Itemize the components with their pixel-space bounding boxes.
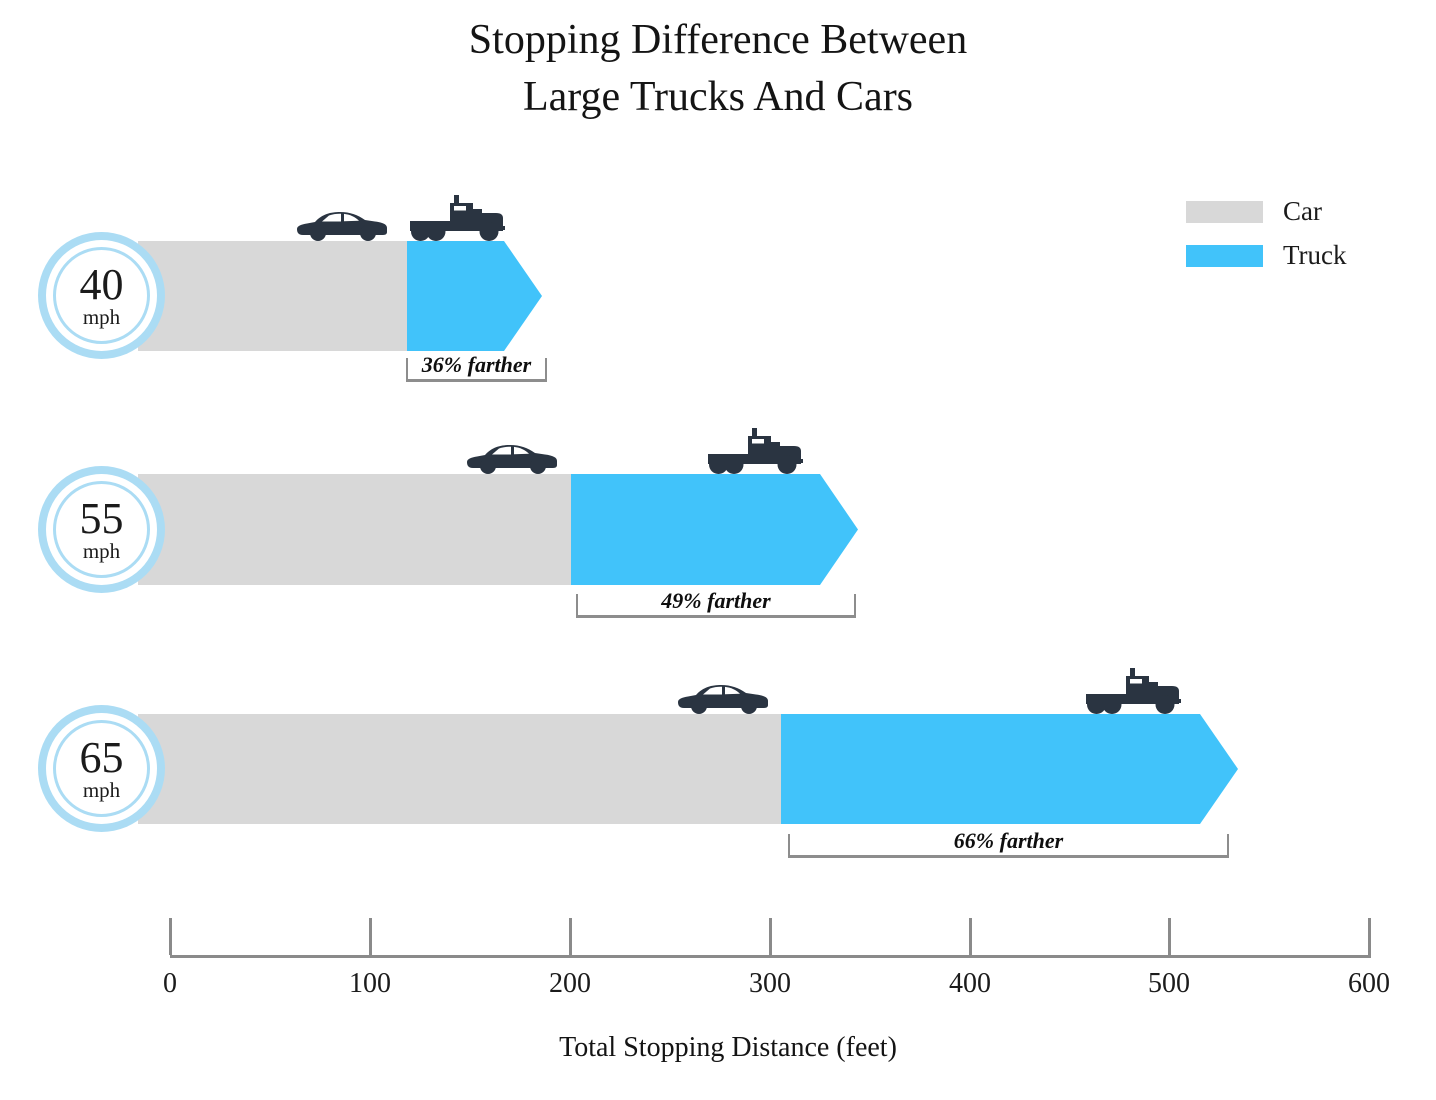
car-bar [138,714,781,824]
annotation-label: 66% farther [953,828,1064,853]
car-icon [678,685,768,714]
x-axis-tick-label: 100 [349,968,391,999]
truck-bar [571,474,858,585]
x-axis-tick-label: 0 [163,968,177,999]
speed-value: 65 [79,732,124,782]
x-axis-tick [569,918,572,955]
x-axis-tick [169,918,172,955]
annotation-label: 49% farther [661,588,771,613]
chart-title: Stopping Difference Between Large Trucks… [0,12,1436,126]
legend-label-truck: Truck [1283,240,1347,270]
truck-bar [407,241,542,351]
speed-badge-65: 65 mph [53,720,150,817]
truck-icon [410,195,505,241]
speed-unit: mph [82,538,121,563]
x-axis-line [170,955,1371,958]
speed-value: 55 [79,493,124,543]
x-axis-tick-label: 600 [1348,968,1390,999]
chart-title-line2: Large Trucks And Cars [522,74,914,120]
speed-badge-55: 55 mph [53,481,150,578]
x-axis-title: Total Stopping Distance (feet) [559,1032,897,1063]
x-axis-tick-label: 200 [549,968,591,999]
x-axis-tick-label: 500 [1148,968,1190,999]
legend-item-truck: Truck [1186,240,1347,271]
speed-badge-40: 40 mph [53,247,150,344]
x-axis-tick [1368,918,1371,955]
car-swatch [1186,200,1263,223]
car-bar [138,241,407,351]
annotation-bracket-40: 36% farther [406,352,547,382]
legend-label-car: Car [1283,196,1322,226]
x-axis-tick-label: 400 [949,968,991,999]
legend: Car Truck [1186,196,1347,284]
car-bar [138,474,571,585]
x-axis-tick [769,918,772,955]
annotation-label: 36% farther [421,352,532,377]
truck-bar [781,714,1238,824]
annotation-bracket-55: 49% farther [576,588,856,618]
car-icon [297,212,387,241]
speed-value: 40 [79,259,124,309]
truck-icon [1086,668,1181,714]
chart-title-line1: Stopping Difference Between [468,17,968,63]
truck-icon [708,428,803,474]
x-axis-tick-label: 300 [749,968,791,999]
annotation-bracket-65: 66% farther [788,828,1229,858]
car-icon [467,445,557,474]
legend-item-car: Car [1186,196,1347,227]
x-axis-tick [369,918,372,955]
x-axis-tick [1168,918,1171,955]
speed-unit: mph [82,304,121,329]
speed-unit: mph [82,777,121,802]
x-axis-tick [969,918,972,955]
truck-swatch [1186,244,1263,267]
